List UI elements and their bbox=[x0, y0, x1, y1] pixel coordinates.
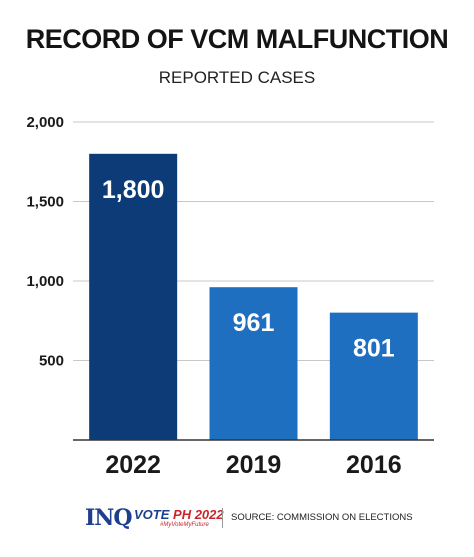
x-tick-label: 2019 bbox=[226, 451, 282, 479]
data-label: 961 bbox=[233, 309, 275, 337]
vote-year: PH 2022 bbox=[173, 507, 224, 522]
bar bbox=[329, 312, 418, 440]
chart-subtitle: REPORTED CASES bbox=[158, 68, 316, 87]
x-tick-label: 2016 bbox=[346, 451, 402, 479]
chart-title: RECORD OF VCM MALFUNCTION bbox=[25, 24, 449, 54]
source-note: SOURCE: COMMISSION ON ELECTIONS bbox=[231, 512, 413, 523]
y-tick-label: 1,000 bbox=[26, 273, 64, 290]
data-label: 801 bbox=[353, 335, 395, 363]
bar bbox=[89, 153, 178, 441]
y-tick-label: 500 bbox=[39, 353, 64, 370]
x-tick-label: 2022 bbox=[105, 451, 161, 479]
vote-ph-logo: VOTE PH 2022 #MyVoteMyFuture bbox=[134, 507, 224, 531]
bar bbox=[209, 287, 298, 440]
y-tick-label: 2,000 bbox=[26, 114, 64, 131]
footer: INQ VOTE PH 2022 #MyVoteMyFuture SOURCE:… bbox=[0, 503, 474, 533]
vote-tagline: #MyVoteMyFuture bbox=[160, 522, 209, 528]
bar-chart: 500 1,000 1,500 2,000 1,800 2022 961 2019 801 201… bbox=[26, 114, 434, 479]
data-label: 1,800 bbox=[102, 176, 165, 204]
y-tick-label: 1,500 bbox=[26, 194, 64, 211]
vote-label: VOTE bbox=[134, 507, 170, 522]
footer-divider bbox=[222, 508, 223, 528]
inq-logo: INQ bbox=[85, 505, 133, 531]
